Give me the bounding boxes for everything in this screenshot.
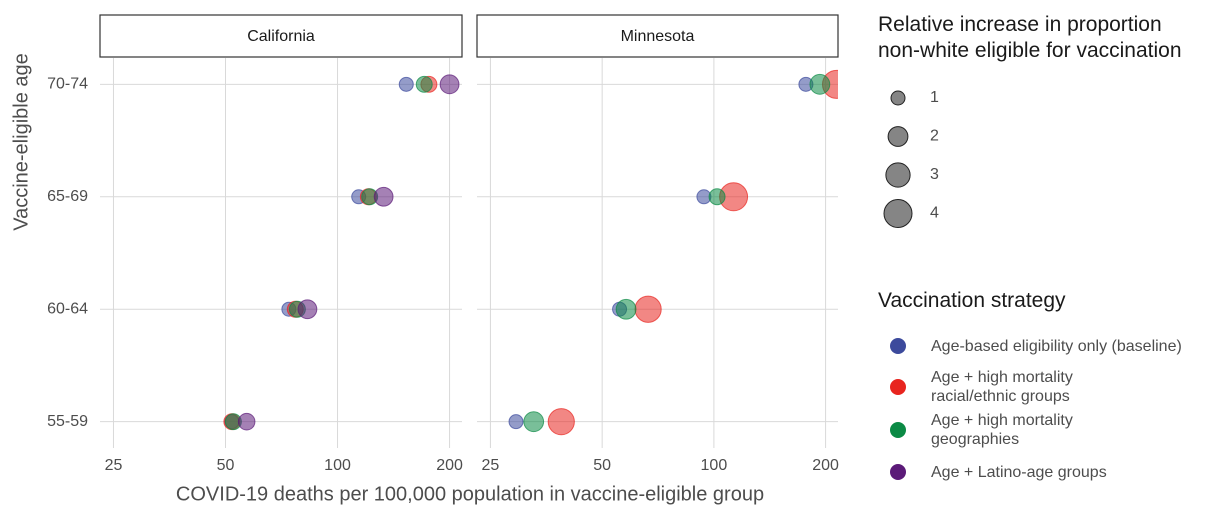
size-key xyxy=(885,162,911,188)
y-tick-label: 60-64 xyxy=(47,300,88,317)
size-key xyxy=(887,126,909,147)
bubble xyxy=(634,295,662,323)
legend-label: Age + high mortality geographies xyxy=(931,412,1073,448)
size-legend-title: Relative increase in proportion non-whit… xyxy=(878,13,1182,62)
size-key-label: 2 xyxy=(930,128,939,145)
size-key-label: 4 xyxy=(930,205,939,222)
bubble xyxy=(297,299,318,320)
bubble xyxy=(708,188,726,206)
size-key xyxy=(890,90,906,106)
strip xyxy=(476,14,839,58)
x-tick-label: 200 xyxy=(436,457,463,474)
x-tick-label: 200 xyxy=(812,457,839,474)
legend-key xyxy=(890,464,906,480)
size-key-label: 1 xyxy=(930,89,939,106)
bubble xyxy=(373,186,394,207)
legend-label: Age-based eligibility only (baseline) xyxy=(931,337,1182,355)
legend-label: Age + high mortality racial/ethnic group… xyxy=(931,369,1073,405)
bubble xyxy=(398,76,414,92)
legend-key xyxy=(890,422,906,438)
bubble xyxy=(523,411,545,433)
legend-label: Age + Latino-age groups xyxy=(931,463,1107,481)
x-tick-label: 100 xyxy=(324,457,351,474)
size-key-label: 3 xyxy=(930,166,939,183)
bubble xyxy=(415,75,433,93)
bubble xyxy=(809,73,831,95)
y-tick-label: 55-59 xyxy=(47,413,88,430)
bubble xyxy=(547,408,575,436)
strip-title: Minnesota xyxy=(621,28,695,45)
legend-key xyxy=(890,338,906,354)
bubble xyxy=(615,298,637,320)
x-axis-title: COVID-19 deaths per 100,000 population i… xyxy=(176,483,764,505)
y-tick-label: 65-69 xyxy=(47,188,88,205)
bubble xyxy=(237,412,256,431)
strip-title: California xyxy=(247,28,315,45)
bubble xyxy=(439,74,460,95)
bubble xyxy=(508,414,524,430)
x-tick-label: 25 xyxy=(482,457,500,474)
x-tick-label: 100 xyxy=(701,457,728,474)
x-tick-label: 50 xyxy=(593,457,611,474)
y-axis-title: Vaccine-eligible age xyxy=(10,53,32,231)
x-tick-label: 25 xyxy=(105,457,123,474)
x-tick-label: 50 xyxy=(217,457,235,474)
legend-title: Vaccination strategy xyxy=(878,289,1066,312)
size-key xyxy=(883,199,913,228)
y-tick-label: 70-74 xyxy=(47,76,88,93)
strip xyxy=(99,14,463,58)
legend-key xyxy=(890,379,906,395)
